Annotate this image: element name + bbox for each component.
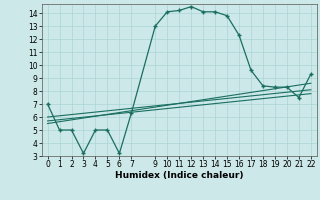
- X-axis label: Humidex (Indice chaleur): Humidex (Indice chaleur): [115, 171, 244, 180]
